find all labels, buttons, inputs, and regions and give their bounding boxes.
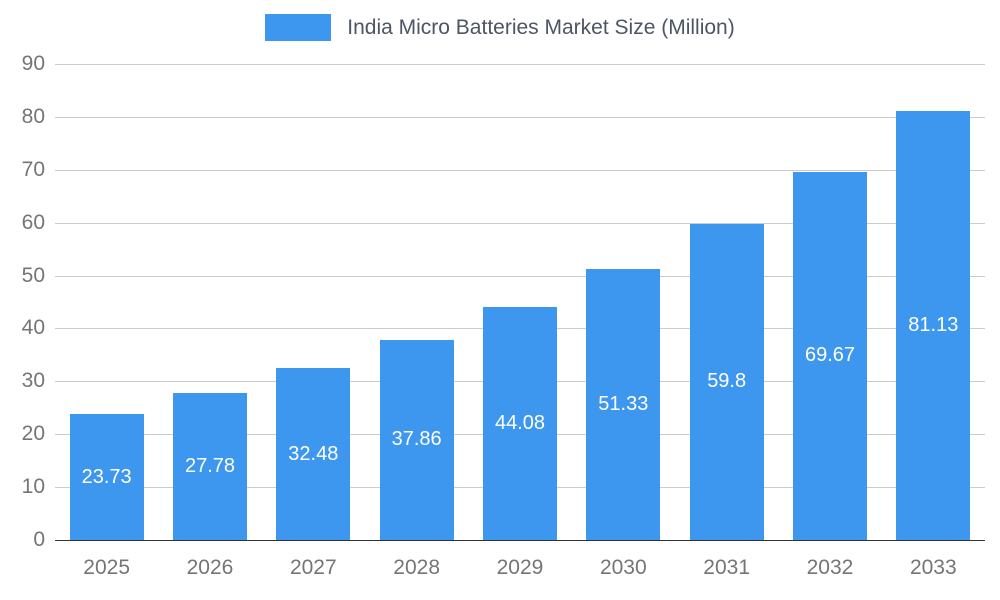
- y-axis-label: 30: [21, 369, 45, 393]
- x-axis-label: 2032: [806, 556, 854, 579]
- x-axis-label: 2031: [703, 556, 751, 579]
- x-axis-label: 2025: [83, 556, 131, 579]
- y-axis-label: 80: [21, 104, 45, 128]
- bar-2025[interactable]: 23.73: [69, 414, 144, 540]
- bar-2032[interactable]: 69.67: [793, 171, 867, 540]
- x-axis-label: 2026: [186, 556, 234, 579]
- y-axis-label: 70: [21, 157, 45, 181]
- plot-area: 23.73 27.78 32.48 37.86 44.08 51.33 59.8 69.67 8…: [55, 64, 985, 541]
- gridline: [55, 169, 985, 171]
- bar-value-label: 69.67: [804, 344, 856, 367]
- x-axis-label: 2027: [289, 556, 337, 579]
- y-axis-label: 0: [33, 528, 45, 551]
- x-axis-label: 2029: [496, 556, 544, 579]
- bar-value-label: 81.13: [908, 313, 959, 336]
- y-axis-label: 20: [21, 422, 45, 446]
- bar-2026[interactable]: 27.78: [173, 393, 247, 540]
- x-axis-label: 2028: [393, 556, 441, 579]
- bar-2029[interactable]: 44.08: [483, 306, 557, 540]
- y-axis-label: 10: [21, 475, 45, 499]
- y-axis-label: 50: [21, 263, 45, 287]
- y-axis-label: 40: [21, 316, 45, 340]
- bar-value-label: 23.73: [81, 465, 132, 488]
- gridline: [55, 64, 985, 65]
- bar-value-label: 51.33: [598, 392, 649, 415]
- bar-value-label: 59.8: [707, 370, 747, 393]
- legend-swatch-icon: [265, 14, 332, 41]
- x-axis-baseline: [55, 540, 985, 541]
- y-axis-label: 60: [21, 210, 45, 234]
- bar-2033[interactable]: 81.13: [896, 110, 971, 540]
- y-axis-label: 90: [21, 52, 45, 75]
- bar-2031[interactable]: 59.8: [689, 223, 764, 540]
- gridline: [55, 116, 985, 118]
- bar-value-label: 44.08: [494, 411, 546, 434]
- chart-legend[interactable]: India Micro Batteries Market Size (Milli…: [0, 14, 1000, 41]
- gridline: [55, 275, 985, 277]
- bar-2027[interactable]: 32.48: [276, 368, 351, 540]
- bar-value-label: 32.48: [288, 442, 339, 465]
- bar-2028[interactable]: 37.86: [379, 339, 454, 540]
- x-axis-label: 2030: [599, 556, 647, 579]
- gridline: [55, 222, 985, 224]
- x-axis-label: 2033: [909, 556, 957, 579]
- bar-2030[interactable]: 51.33: [586, 268, 661, 540]
- legend-label: India Micro Batteries Market Size (Milli…: [347, 15, 735, 39]
- bar-value-label: 37.86: [391, 428, 442, 451]
- bar-value-label: 27.78: [184, 455, 236, 478]
